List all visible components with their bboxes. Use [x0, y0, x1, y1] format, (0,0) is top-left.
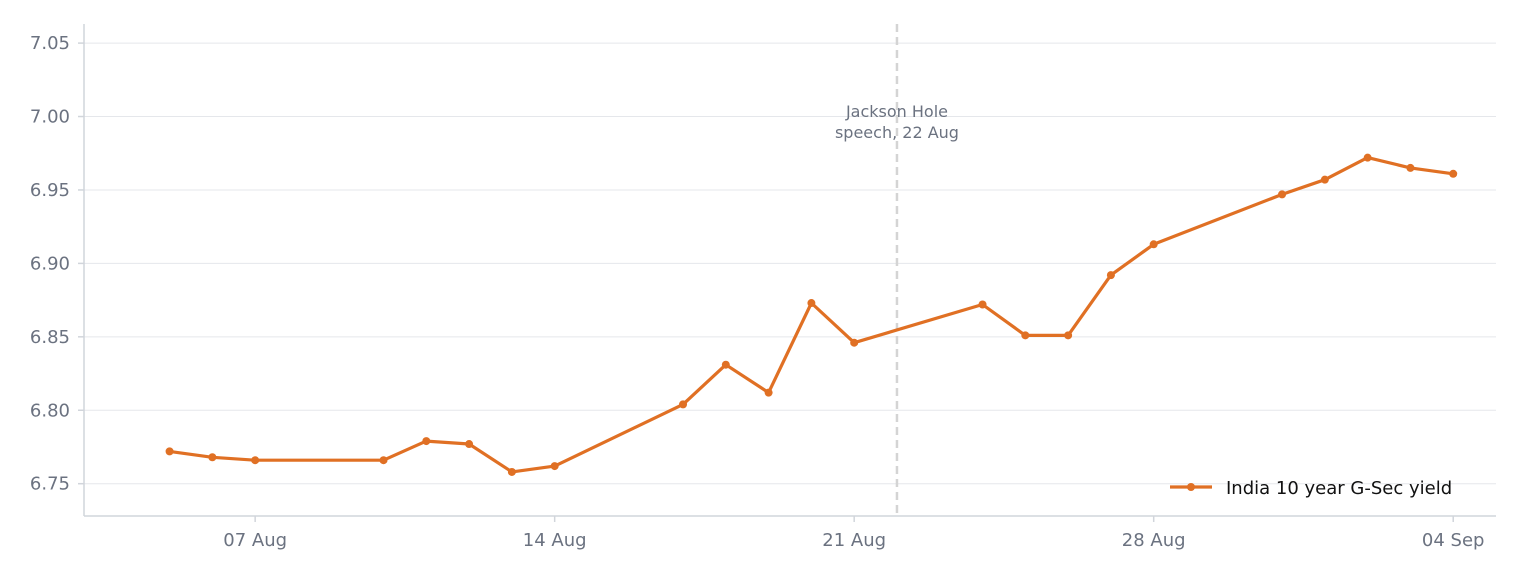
- legend-label: India 10 year G-Sec yield: [1226, 478, 1452, 499]
- x-tick-label: 04 Sep: [1422, 530, 1485, 551]
- data-point: [978, 300, 987, 309]
- data-point: [1149, 240, 1158, 249]
- data-point: [165, 447, 174, 456]
- x-tick-label: 21 Aug: [822, 530, 886, 551]
- data-point: [507, 467, 516, 476]
- data-point: [1363, 153, 1372, 162]
- y-tick-label: 6.90: [30, 253, 70, 274]
- y-tick-label: 6.85: [30, 327, 70, 348]
- data-point: [1449, 169, 1458, 178]
- data-point: [1064, 331, 1073, 340]
- data-point: [764, 388, 773, 397]
- series-line: [168, 156, 1455, 474]
- data-point: [1278, 190, 1287, 199]
- legend-marker: [1187, 483, 1195, 491]
- x-tick-label: 07 Aug: [223, 530, 287, 551]
- event-annotations: Jackson Hole speech, 22 Aug: [835, 24, 959, 516]
- data-point: [721, 360, 730, 369]
- y-tick-label: 6.95: [30, 180, 70, 201]
- data-point: [679, 400, 688, 409]
- x-axis-ticks: 07 Aug 14 Aug 21 Aug 28 Aug 04 Sep: [223, 516, 1484, 551]
- data-point: [251, 456, 260, 465]
- data-point: [1106, 271, 1115, 280]
- data-point: [1320, 175, 1329, 184]
- axes: [83, 24, 1496, 517]
- gridlines: [84, 42, 1496, 485]
- x-tick-label: 14 Aug: [523, 530, 587, 551]
- data-point: [1021, 331, 1030, 340]
- legend: India 10 year G-Sec yield: [1170, 478, 1452, 499]
- data-point: [850, 338, 859, 347]
- event-label: Jackson Hole: [845, 102, 948, 121]
- data-point: [1406, 163, 1415, 172]
- event-label: speech, 22 Aug: [835, 123, 959, 142]
- series: [165, 153, 1458, 476]
- y-tick-label: 7.05: [30, 33, 70, 54]
- y-tick-label: 7.00: [30, 107, 70, 128]
- y-axis-ticks: 6.75 6.80 6.85 6.90 6.95 7.00 7.05: [30, 33, 84, 495]
- data-point: [807, 299, 816, 308]
- data-point: [379, 456, 388, 465]
- data-point: [465, 440, 474, 449]
- data-point: [550, 462, 559, 471]
- y-tick-label: 6.75: [30, 474, 70, 495]
- data-point: [422, 437, 431, 446]
- x-tick-label: 28 Aug: [1122, 530, 1186, 551]
- y-tick-label: 6.80: [30, 400, 70, 421]
- data-point: [208, 453, 217, 462]
